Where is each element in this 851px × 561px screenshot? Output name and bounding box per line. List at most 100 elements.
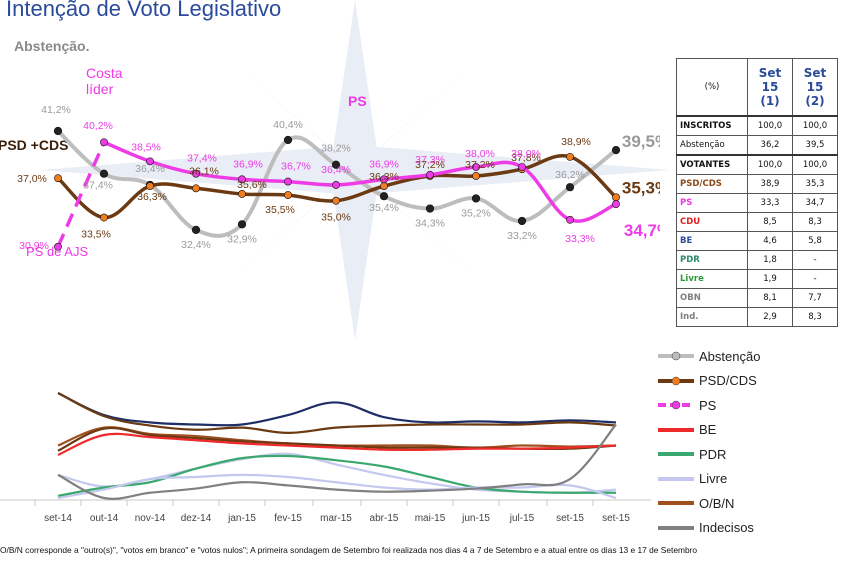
point-abstencao [471,194,481,203]
point-psd-cds [146,182,154,190]
data-label-psd-cds: 37,2% [465,159,495,171]
mini-series-line-8 [57,423,617,500]
data-label-abstencao: 34,3% [415,218,445,230]
value-set15-2: 8,3 [792,212,838,232]
legend-swatch [658,352,694,361]
value-set15-2: 5,8 [792,231,838,251]
legend-item: PSD/CDS [656,369,846,394]
value-set15-1: 100,0 [747,115,793,136]
x-tick-label: nov-14 [135,513,166,524]
legend-swatch [658,525,694,530]
header-pct: (%) [676,58,748,117]
value-set15-1: 33,3 [747,193,793,213]
point-abstencao [611,146,621,155]
data-label-psd-cds: 33,5% [81,229,111,241]
point-ps [332,181,340,189]
point-ps [284,177,292,186]
point-psd-cds [472,172,480,180]
point-psd-cds [380,182,388,190]
x-tick-label: out-14 [90,513,119,524]
legend-swatch [658,476,694,481]
data-label-ps: 34,7% [624,221,660,240]
value-set15-2: 100,0 [792,115,838,136]
value-set15-2: 34,7 [792,193,838,213]
point-psd-cds [284,191,292,199]
annotation-costa-lider: Costa líder [86,65,123,97]
value-set15-2: - [792,250,838,270]
legend-item: Indecisos [656,516,846,541]
data-label-ps: 36,7% [281,161,311,173]
mini-series-line-0 [57,392,617,427]
legend-item: PS [656,393,846,418]
annotation-psd-cds: PSD +CDS [0,137,68,153]
x-tick-label: mar-15 [320,513,352,524]
data-label-psd-cds: 35,6% [237,179,267,191]
value-set15-2: 7,7 [792,288,838,308]
results-table: (%) Set 15 (1) Set 15 (2) INSCRITOS 100,0 100,… [676,58,838,327]
row-label: PSD/CDS [676,174,748,194]
data-label-abstencao: 36,2% [555,169,585,181]
data-label-abstencao: 41,2% [41,104,71,116]
legend-swatch [658,401,694,410]
point-abstencao [53,126,63,136]
legend-label: PS [699,397,717,413]
point-abstencao [379,192,389,201]
row-label: VOTANTES [676,154,748,175]
data-label-ps: 40,2% [83,120,113,132]
data-label-ps: 36,9% [233,158,263,170]
data-label-abstencao: 40,4% [273,119,303,131]
legend-swatch [658,376,694,385]
point-abstencao [517,216,527,226]
legend-swatch [658,452,694,457]
legend-label: PDR [699,446,727,462]
point-abstencao [191,225,201,235]
row-label: PS [676,193,748,213]
table-row: BE 4,6 5,8 [676,231,838,251]
x-tick-label: fev-15 [274,513,302,524]
data-label-ps: 38,5% [131,141,161,153]
data-label-abstencao: 33,2% [507,230,537,242]
point-psd-cds [566,152,574,161]
data-label-abstencao: 35,2% [461,207,491,219]
data-label-abstencao: 38,2% [321,143,351,155]
value-set15-1: 8,1 [747,288,793,308]
point-psd-cds [612,193,620,202]
table-row: Livre 1,9- [676,269,838,289]
point-ps [472,163,480,171]
value-set15-1: 1,9 [747,269,793,289]
row-label: Livre [676,269,748,289]
data-label-psd-cds: 37,8% [511,152,541,164]
data-label-abstencao: 35,4% [369,202,399,214]
x-tick-label: jun-15 [461,513,490,524]
series-ps-dashed-segment [56,141,106,248]
data-label-abstencao: 36,4% [135,163,165,175]
legend-item: Livre [656,467,846,492]
value-set15-1: 100,0 [747,154,793,175]
point-psd-cds [54,174,62,183]
data-label-psd-cds: 35,0% [321,212,351,224]
point-ps [100,138,108,147]
table-row: PSD/CDS 38,9 35,3 [676,174,838,194]
data-label-psd-cds: 35,3% [622,178,660,197]
point-ps [566,215,574,224]
x-tick-label: set-14 [44,513,72,524]
data-label-psd-cds: 36,1% [189,165,219,177]
value-set15-1: 4,6 [747,231,793,251]
data-label-abstencao: 39,5% [622,132,660,151]
data-label-psd-cds: 35,5% [265,204,295,216]
point-ps [146,157,154,166]
data-label-abstencao: 32,9% [227,233,257,245]
data-label-ps: 36,4% [321,164,351,176]
point-psd-cds [192,184,200,193]
header-set15-2: Set 15 (2) [792,58,838,117]
main-line-chart: PSD +CDS Costa líder PS PS de AJS 41,2% 37,4%… [0,65,660,259]
point-abstencao [237,220,247,229]
point-psd-cds [332,196,340,205]
data-label-psd-cds: 38,9% [561,136,591,148]
data-label-ps: 37,4% [187,153,217,165]
point-abstencao [99,169,109,178]
data-label-abstencao: 37,4% [83,180,113,192]
x-tick-label: set-15 [556,513,584,524]
table-header-row: (%) Set 15 (1) Set 15 (2) [676,58,838,117]
